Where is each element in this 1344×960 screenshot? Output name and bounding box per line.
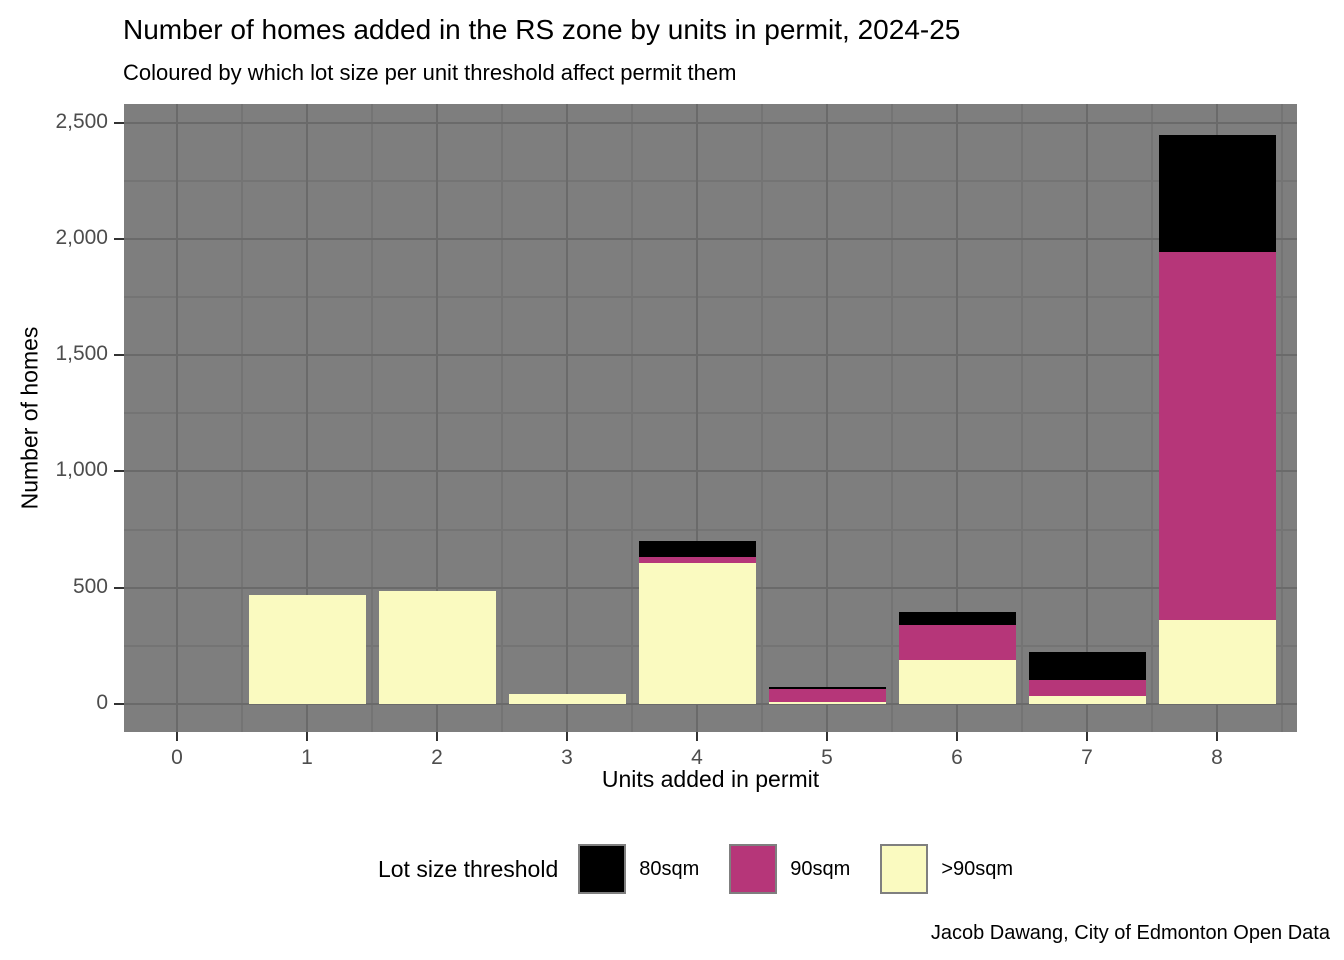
- bar-segment-gt90sqm-units-1: [248, 594, 366, 704]
- bar-segment-80sqm-units-7: [1028, 651, 1146, 680]
- gridline-major-vertical: [826, 104, 828, 732]
- gridline-minor-vertical: [241, 104, 243, 732]
- plot-panel: [124, 104, 1297, 732]
- legend: Lot size threshold 80sqm 90sqm >90sqm: [124, 838, 1297, 900]
- gridline-minor-vertical: [371, 104, 373, 732]
- x-axis-tick: [306, 732, 308, 741]
- y-axis-tick: [114, 470, 124, 473]
- legend-items: 80sqm 90sqm >90sqm: [578, 844, 1043, 894]
- gridline-minor-vertical: [631, 104, 633, 732]
- y-tick-label: 500: [72, 574, 108, 598]
- gridline-minor-horizontal: [124, 528, 1297, 531]
- x-axis-tick: [696, 732, 698, 741]
- x-axis-tick: [826, 732, 828, 741]
- x-tick-label: 7: [1081, 746, 1093, 769]
- bar-segment-90sqm-units-8: [1158, 251, 1276, 621]
- gridline-major-vertical: [306, 104, 308, 732]
- gridline-minor-vertical: [1151, 104, 1153, 732]
- bar-segment-80sqm-units-6: [898, 612, 1016, 625]
- x-tick-label: 0: [171, 746, 183, 769]
- gridline-minor-vertical: [1281, 104, 1283, 732]
- x-tick-label: 6: [951, 746, 963, 769]
- chart-title: Number of homes added in the RS zone by …: [123, 14, 961, 45]
- y-axis-tick: [114, 237, 124, 240]
- bar-segment-90sqm-units-5: [768, 688, 886, 702]
- gridline-major-horizontal: [124, 121, 1297, 124]
- bar-segment-90sqm-units-4: [638, 556, 756, 563]
- y-axis-tick: [114, 354, 124, 357]
- gridline-minor-horizontal: [124, 412, 1297, 415]
- legend-item-90sqm: 90sqm: [729, 844, 850, 894]
- x-axis-tick: [956, 732, 958, 741]
- gridline-minor-vertical: [1021, 104, 1023, 732]
- gridline-minor-vertical: [501, 104, 503, 732]
- legend-swatch-80sqm: [578, 844, 627, 894]
- gridline-major-vertical: [1086, 104, 1088, 732]
- legend-swatch-90sqm: [729, 844, 778, 894]
- x-tick-label: 5: [821, 746, 833, 769]
- gridline-major-vertical: [436, 104, 438, 732]
- gridline-minor-vertical: [761, 104, 763, 732]
- legend-label: 80sqm: [639, 857, 700, 880]
- x-axis-tick: [1086, 732, 1088, 741]
- legend-item-gt90sqm: >90sqm: [880, 844, 1013, 894]
- bar-segment-gt90sqm-units-8: [1158, 620, 1276, 704]
- legend-label: 90sqm: [790, 857, 851, 880]
- bar-segment-80sqm-units-4: [638, 541, 756, 557]
- gridline-major-vertical: [956, 104, 958, 732]
- y-tick-label: 1,000: [55, 458, 108, 482]
- y-axis-tick: [114, 703, 124, 705]
- y-axis-tick: [114, 121, 124, 124]
- bar-segment-80sqm-units-5: [768, 686, 886, 689]
- gridline-major-horizontal: [124, 237, 1297, 240]
- bar-segment-90sqm-units-6: [898, 624, 1016, 660]
- x-tick-label: 2: [431, 746, 443, 769]
- bar-segment-80sqm-units-8: [1158, 134, 1276, 252]
- bar-segment-gt90sqm-units-3: [508, 694, 626, 704]
- y-tick-label: 0: [96, 691, 108, 714]
- y-axis-tick: [114, 586, 124, 589]
- x-axis-tick: [1216, 732, 1218, 741]
- bar-segment-gt90sqm-units-4: [638, 562, 756, 704]
- gridline-major-horizontal: [124, 354, 1297, 357]
- bar-segment-gt90sqm-units-2: [378, 591, 496, 704]
- gridline-major-vertical: [696, 104, 698, 732]
- chart-subtitle: Coloured by which lot size per unit thre…: [123, 60, 737, 85]
- legend-label: >90sqm: [941, 857, 1014, 880]
- x-axis-title: Units added in permit: [601, 766, 820, 792]
- x-axis-tick: [436, 732, 438, 741]
- bar-segment-gt90sqm-units-7: [1028, 695, 1146, 704]
- legend-title: Lot size threshold: [377, 855, 559, 882]
- bar-segment-gt90sqm-units-6: [898, 659, 1016, 704]
- y-tick-label: 1,500: [55, 342, 108, 366]
- x-axis-tick: [176, 732, 178, 741]
- gridline-major-horizontal: [124, 470, 1297, 473]
- bar-segment-90sqm-units-7: [1028, 679, 1146, 696]
- x-tick-label: 8: [1211, 746, 1223, 769]
- x-tick-label: 3: [561, 746, 573, 769]
- legend-item-80sqm: 80sqm: [578, 844, 699, 894]
- gridline-minor-horizontal: [124, 295, 1297, 298]
- gridline-minor-horizontal: [124, 179, 1297, 182]
- x-axis-tick: [566, 732, 568, 741]
- gridline-major-vertical: [566, 104, 568, 732]
- y-tick-label: 2,000: [55, 225, 108, 249]
- x-tick-label: 4: [691, 746, 703, 769]
- x-tick-label: 1: [301, 746, 313, 769]
- gridline-major-vertical: [176, 104, 178, 732]
- chart-caption: Jacob Dawang, City of Edmonton Open Data: [930, 922, 1330, 944]
- bar-segment-gt90sqm-units-5: [768, 701, 886, 704]
- gridline-major-horizontal: [124, 703, 1297, 705]
- legend-swatch-gt90sqm: [880, 844, 929, 894]
- gridline-minor-vertical: [891, 104, 893, 732]
- y-tick-label: 2,500: [55, 109, 108, 133]
